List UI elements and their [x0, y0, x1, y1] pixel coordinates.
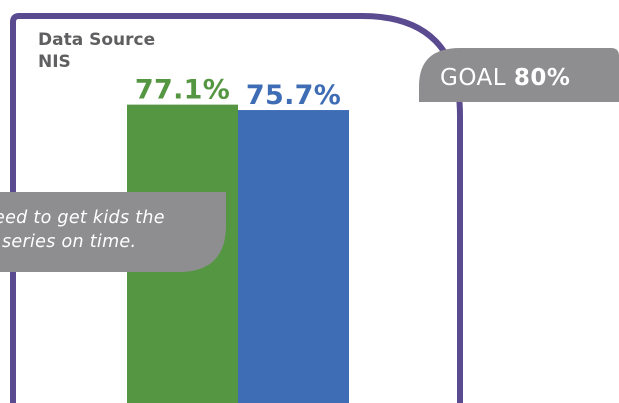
goal-callout-shape — [419, 48, 619, 102]
message-line-2: series on time. — [2, 232, 137, 252]
bar-2 — [238, 110, 349, 403]
bar-1-value-label: 77.1% — [135, 75, 230, 106]
data-source-line-2: NIS — [38, 52, 71, 72]
goal-label: GOAL 80% — [440, 60, 570, 96]
message-line-1: eed to get kids the — [0, 208, 165, 228]
data-source-label: Data Source NIS — [38, 29, 155, 73]
data-source-line-1: Data Source — [38, 30, 156, 50]
goal-prefix: GOAL — [440, 65, 507, 91]
bar-2-value-label: 75.7% — [246, 80, 341, 111]
goal-value: 80% — [513, 65, 571, 91]
message-callout-shape — [0, 192, 226, 272]
bar-group: 77.1% 75.7% — [127, 75, 349, 403]
message-callout-text: eed to get kids the series on time. — [0, 206, 215, 254]
